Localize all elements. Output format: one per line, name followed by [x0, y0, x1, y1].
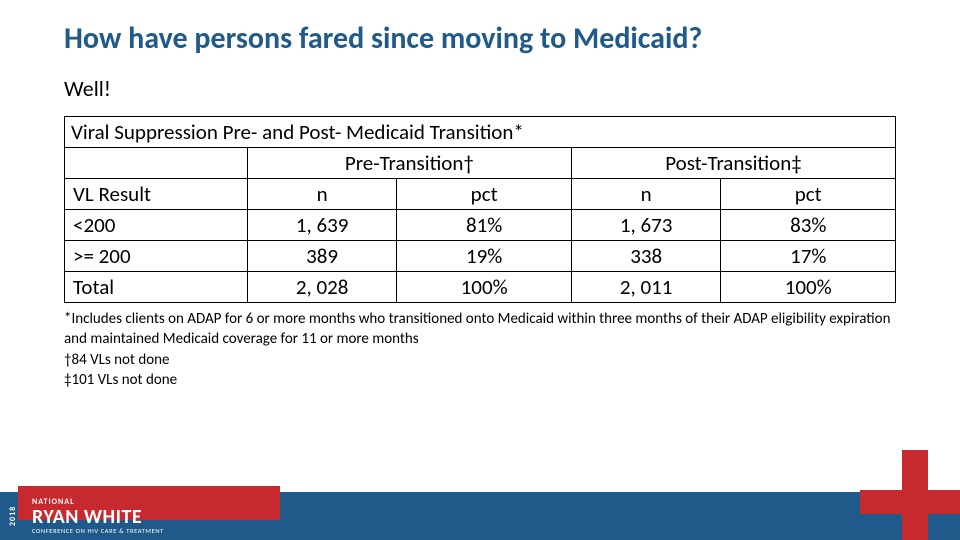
- viral-suppression-table: Viral Suppression Pre- and Post- Medicai…: [64, 116, 896, 303]
- subtitle: Well!: [64, 75, 896, 102]
- col-header: n: [247, 179, 397, 210]
- table-row: Total 2, 028 100% 2, 011 100%: [65, 272, 896, 303]
- logo-main: RYAN WHITE: [32, 507, 164, 527]
- table-cell: Total: [65, 272, 248, 303]
- footer-logo: NATIONAL RYAN WHITE CONFERENCE ON HIV CA…: [32, 498, 164, 535]
- table-cell: 19%: [397, 241, 572, 272]
- logo-sub: CONFERENCE ON HIV CARE & TREATMENT: [32, 528, 164, 535]
- page-title: How have persons fared since moving to M…: [64, 20, 896, 57]
- col-header: pct: [721, 179, 896, 210]
- table-caption: Viral Suppression Pre- and Post- Medicai…: [65, 117, 896, 148]
- footnote: †84 VLs not done: [64, 350, 896, 370]
- table-group-post: Post-Transition‡: [571, 148, 895, 179]
- col-header: pct: [397, 179, 572, 210]
- table-cell: 2, 028: [247, 272, 397, 303]
- footnote: *Includes clients on ADAP for 6 or more …: [64, 309, 896, 350]
- table-cell: 338: [571, 241, 721, 272]
- footer-cross-v: [902, 450, 928, 540]
- table-cell: 17%: [721, 241, 896, 272]
- table-cell: 100%: [721, 272, 896, 303]
- table-header-blank: [65, 148, 248, 179]
- table-row: <200 1, 639 81% 1, 673 83%: [65, 210, 896, 241]
- footnote: ‡101 VLs not done: [64, 370, 896, 390]
- table-cell: 100%: [397, 272, 572, 303]
- table-cell: 1, 639: [247, 210, 397, 241]
- table-group-pre: Pre-Transition†: [247, 148, 571, 179]
- table-cell: 83%: [721, 210, 896, 241]
- table-cell: 2, 011: [571, 272, 721, 303]
- footer-banner: 2018 NATIONAL RYAN WHITE CONFERENCE ON H…: [0, 480, 960, 540]
- table-row: >= 200 389 19% 338 17%: [65, 241, 896, 272]
- table-cell: 389: [247, 241, 397, 272]
- col-header: n: [571, 179, 721, 210]
- table-cell: 1, 673: [571, 210, 721, 241]
- table-cell: <200: [65, 210, 248, 241]
- table-cell: >= 200: [65, 241, 248, 272]
- table-cell: 81%: [397, 210, 572, 241]
- col-header: VL Result: [65, 179, 248, 210]
- footnotes: *Includes clients on ADAP for 6 or more …: [64, 309, 896, 390]
- footer-year: 2018: [8, 506, 18, 526]
